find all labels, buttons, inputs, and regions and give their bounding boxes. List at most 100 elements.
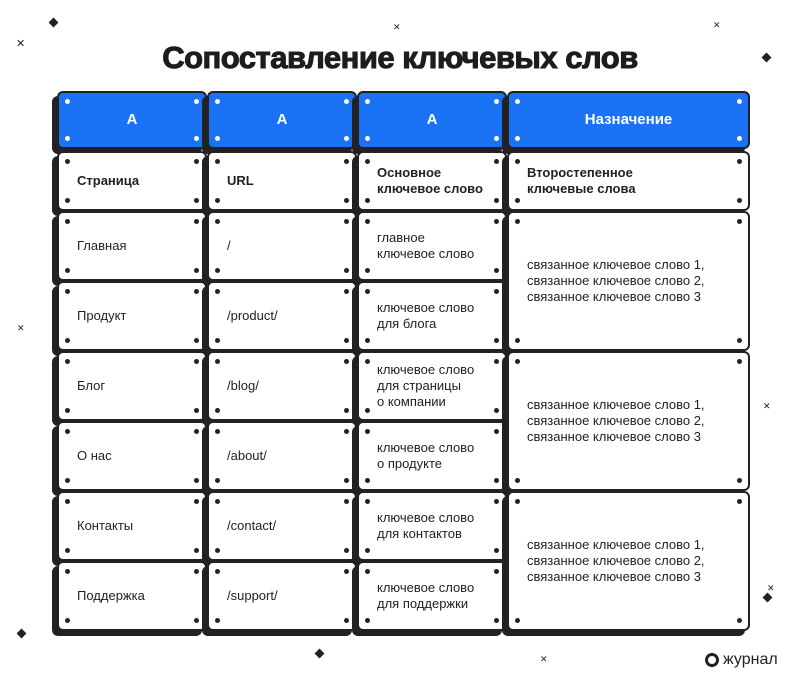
rivet-dot xyxy=(365,478,370,483)
rivet-dot xyxy=(365,159,370,164)
primary-keyword-cell: ключевое слово для контактов xyxy=(357,491,507,561)
url-cell: /contact/ xyxy=(207,491,357,561)
rivet-dot xyxy=(515,219,520,224)
rivet-dot xyxy=(737,136,742,141)
rivet-dot xyxy=(194,429,199,434)
rivet-dot xyxy=(494,478,499,483)
rivet-dot xyxy=(365,359,370,364)
rivet-dot xyxy=(494,268,499,273)
cell-text: A xyxy=(426,111,438,128)
rivet-dot xyxy=(365,219,370,224)
rivet-dot xyxy=(365,548,370,553)
sparkle-icon: ✕ xyxy=(767,583,775,593)
rivet-dot xyxy=(494,198,499,203)
rivet-dot xyxy=(737,159,742,164)
rivet-dot xyxy=(737,359,742,364)
rivet-dot xyxy=(215,136,220,141)
rivet-dot xyxy=(737,499,742,504)
url-cell: /support/ xyxy=(207,561,357,631)
header-cell: A xyxy=(357,91,507,149)
sparkle-icon: ✕ xyxy=(540,654,548,664)
subheader-cell: Страница xyxy=(57,151,207,211)
rivet-dot xyxy=(344,478,349,483)
rivet-dot xyxy=(194,478,199,483)
rivet-dot xyxy=(65,198,70,203)
rivet-dot xyxy=(344,408,349,413)
rivet-dot xyxy=(515,618,520,623)
logo: журнал xyxy=(705,651,778,669)
rivet-dot xyxy=(194,136,199,141)
rivet-dot xyxy=(344,429,349,434)
rivet-dot xyxy=(365,198,370,203)
cell-text: связанное ключевое слово 1, связанное кл… xyxy=(527,257,705,304)
rivet-dot xyxy=(194,359,199,364)
cell-text: A xyxy=(276,111,288,128)
url-cell: / xyxy=(207,211,357,281)
rivet-dot xyxy=(494,159,499,164)
cell-text: /blog/ xyxy=(227,378,259,393)
cell-text: Продукт xyxy=(77,308,127,323)
rivet-dot xyxy=(494,618,499,623)
rivet-dot xyxy=(344,338,349,343)
rivet-dot xyxy=(737,219,742,224)
rivet-dot xyxy=(344,198,349,203)
primary-keyword-cell: ключевое слово для страницы о компании xyxy=(357,351,507,421)
diamond-icon xyxy=(314,648,325,659)
rivet-dot xyxy=(737,99,742,104)
header-cell: Назначение xyxy=(507,91,750,149)
sparkle-icon: ✕ xyxy=(713,20,721,30)
cell-text: ключевое слово для блога xyxy=(377,300,475,331)
rivet-dot xyxy=(344,548,349,553)
rivet-dot xyxy=(65,159,70,164)
secondary-keywords-cell: связанное ключевое слово 1, связанное кл… xyxy=(507,351,750,491)
rivet-dot xyxy=(194,159,199,164)
rivet-dot xyxy=(515,338,520,343)
sparkle-icon: ✕ xyxy=(393,22,401,32)
rivet-dot xyxy=(194,408,199,413)
rivet-dot xyxy=(215,159,220,164)
rivet-dot xyxy=(344,499,349,504)
rivet-dot xyxy=(494,569,499,574)
secondary-keywords-cell: связанное ключевое слово 1, связанное кл… xyxy=(507,491,750,631)
page-cell: Продукт xyxy=(57,281,207,351)
rivet-dot xyxy=(215,268,220,273)
rivet-dot xyxy=(365,338,370,343)
rivet-dot xyxy=(194,99,199,104)
cell-text: связанное ключевое слово 1, связанное кл… xyxy=(527,537,705,584)
rivet-dot xyxy=(215,219,220,224)
rivet-dot xyxy=(65,569,70,574)
rivet-dot xyxy=(65,618,70,623)
cell-text: ключевое слово для контактов xyxy=(377,510,475,541)
header-cell: A xyxy=(57,91,207,149)
rivet-dot xyxy=(494,408,499,413)
rivet-dot xyxy=(194,499,199,504)
sparkle-icon: ✕ xyxy=(16,38,26,50)
rivet-dot xyxy=(344,569,349,574)
rivet-dot xyxy=(494,338,499,343)
rivet-dot xyxy=(215,408,220,413)
rivet-dot xyxy=(515,99,520,104)
rivet-dot xyxy=(215,289,220,294)
cell-text: Назначение xyxy=(584,111,673,128)
rivet-dot xyxy=(365,136,370,141)
cell-text: /product/ xyxy=(227,308,278,323)
rivet-dot xyxy=(215,429,220,434)
rivet-dot xyxy=(194,618,199,623)
rivet-dot xyxy=(344,618,349,623)
rivet-dot xyxy=(365,499,370,504)
page-cell: Главная xyxy=(57,211,207,281)
rivet-dot xyxy=(215,548,220,553)
page-cell: Поддержка xyxy=(57,561,207,631)
page-cell: О нас xyxy=(57,421,207,491)
cell-text: / xyxy=(227,238,231,253)
rivet-dot xyxy=(515,198,520,203)
rivet-dot xyxy=(344,289,349,294)
cell-text: главное ключевое слово xyxy=(377,230,475,261)
rivet-dot xyxy=(65,478,70,483)
cell-text: /contact/ xyxy=(227,518,277,533)
diamond-icon xyxy=(48,17,59,28)
primary-keyword-cell: ключевое слово о продукте xyxy=(357,421,507,491)
rivet-dot xyxy=(215,478,220,483)
rivet-dot xyxy=(737,198,742,203)
